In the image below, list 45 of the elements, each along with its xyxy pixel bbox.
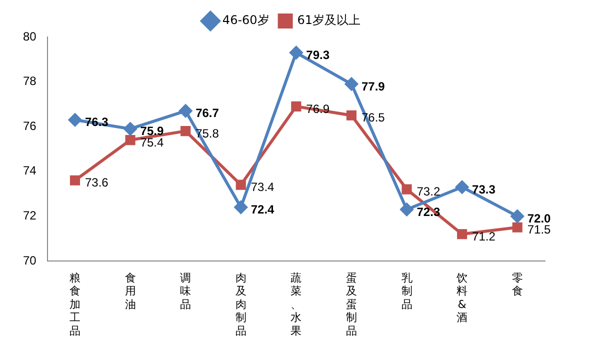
data-label: 76.3 [84, 115, 109, 130]
y-tick-label: 72 [22, 208, 37, 223]
point [70, 175, 80, 186]
data-label: 77.9 [361, 79, 386, 94]
point [457, 229, 468, 240]
point [400, 202, 414, 216]
x-tick-label: 粮食加工品 [69, 271, 80, 338]
y-tick-label: 74 [22, 164, 37, 178]
x-tick-label: 蔬菜、水果 [290, 271, 302, 338]
x-tick-label: 蛋及蛋制品 [346, 271, 357, 338]
data-label: 72.4 [250, 202, 275, 217]
legend-label: 61岁及以上 [297, 13, 361, 28]
point [402, 184, 412, 194]
point [344, 78, 358, 91]
x-tick-label: 食用油 [124, 271, 136, 311]
data-label: 71.2 [472, 229, 496, 244]
x-tick-label: 肉及肉制品 [235, 271, 246, 338]
point [179, 104, 192, 118]
y-tick-label: 80 [22, 29, 37, 44]
y-tick-label: 70 [22, 253, 37, 268]
point [68, 113, 82, 126]
data-label: 73.2 [416, 184, 440, 199]
data-label: 73.4 [250, 180, 275, 194]
point [290, 46, 303, 60]
point [510, 210, 524, 223]
point [456, 180, 469, 194]
point [236, 180, 246, 190]
point [512, 222, 522, 232]
data-label: 79.3 [306, 48, 330, 62]
y-tick-label: 78 [22, 74, 37, 88]
point [234, 200, 248, 214]
point [125, 135, 136, 146]
point [124, 122, 137, 136]
data-label: 76.7 [196, 106, 220, 120]
x-tick-label: 饮料&酒 [456, 271, 468, 324]
data-label: 73.6 [84, 176, 109, 190]
data-label: 73.3 [472, 182, 496, 196]
x-tick-label: 乳制品 [401, 271, 412, 311]
x-tick-label: 零食 [512, 271, 523, 298]
x-tick-label: 调味品 [180, 271, 192, 311]
point [291, 101, 302, 112]
legend-label: 46-60岁 [222, 13, 270, 28]
point [346, 110, 357, 120]
y-tick-label: 76 [22, 118, 37, 133]
point [180, 126, 191, 136]
